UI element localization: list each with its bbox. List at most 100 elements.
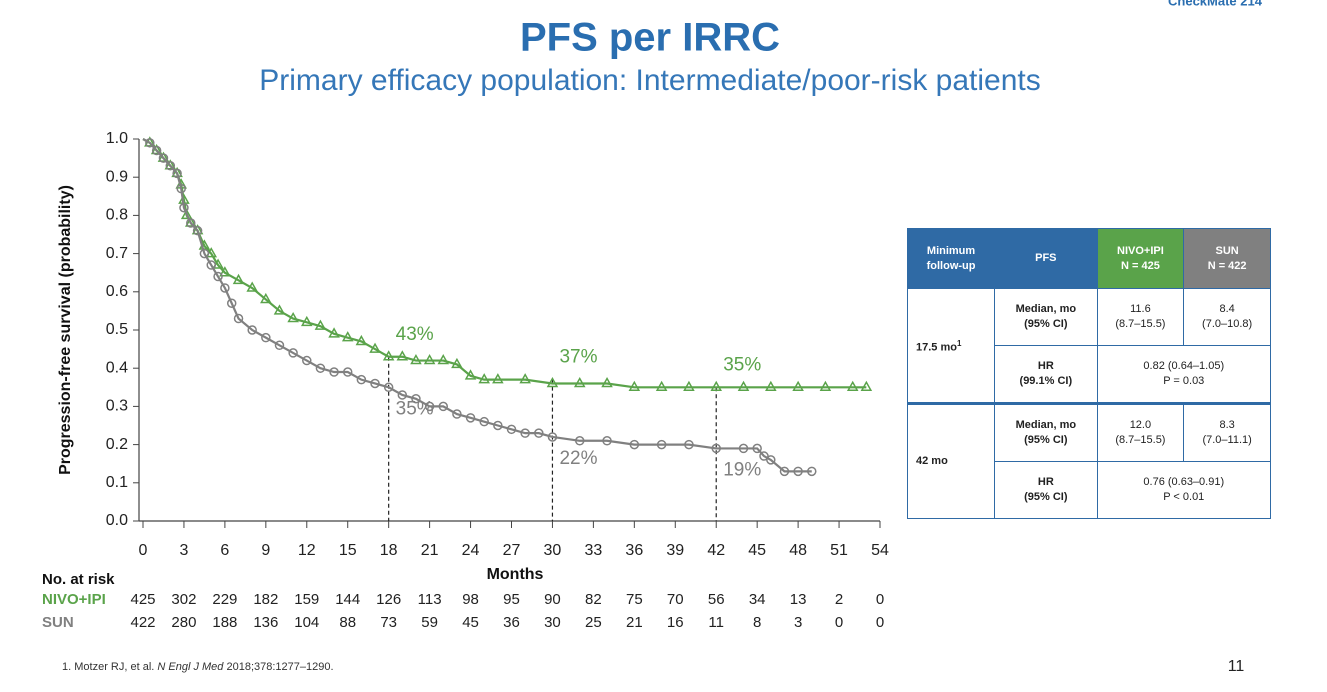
cell-line: PFS xyxy=(1035,252,1057,264)
header-cell: PFS xyxy=(994,228,1098,289)
risk-value: 70 xyxy=(667,591,684,608)
censor-mark xyxy=(492,373,504,384)
cell-line: P < 0.01 xyxy=(1163,491,1205,503)
censor-mark xyxy=(206,260,216,270)
censor-mark xyxy=(793,466,803,477)
censor-mark xyxy=(602,436,612,446)
censor-mark xyxy=(382,350,395,361)
censor-mark xyxy=(752,443,762,454)
risk-value: 136 xyxy=(253,614,278,631)
censor-mark xyxy=(765,380,777,392)
cell-line: (8.7–15.5) xyxy=(1115,318,1166,330)
table-row: 17.5 mo1 Median, mo (95% CI) 11.6 (8.7–15.5)… xyxy=(906,288,1271,404)
risk-value: 280 xyxy=(171,614,196,631)
censor-mark xyxy=(274,340,285,351)
censor-mark xyxy=(766,455,776,465)
risk-value: 104 xyxy=(294,614,319,631)
cell-line: (95% CI) xyxy=(1024,434,1068,446)
censor-mark xyxy=(465,413,476,423)
censor-mark xyxy=(424,401,435,412)
censor-mark xyxy=(410,354,422,365)
risk-value: 34 xyxy=(749,591,766,608)
cell-line: 0.76 (0.63–0.91) xyxy=(1143,476,1225,488)
censor-mark xyxy=(302,355,312,366)
censor-mark xyxy=(860,380,873,392)
cell-line: (99.1% CI) xyxy=(1019,375,1073,387)
censor-mark xyxy=(601,376,613,388)
censor-mark xyxy=(655,380,668,392)
censor-mark xyxy=(452,409,462,419)
censor-mark xyxy=(180,208,193,220)
y-tick-label: 0.2 xyxy=(106,436,128,453)
cell-line: NIVO+IPI xyxy=(1117,244,1164,257)
censor-mark xyxy=(464,369,477,380)
footnote-citation: 2018;378:1277–1290. xyxy=(226,661,333,673)
x-tick-label: 12 xyxy=(298,542,316,559)
censor-mark xyxy=(819,380,832,392)
cell-line: (95% CI) xyxy=(1024,318,1068,330)
row-label: HR (99.1% CI) xyxy=(994,345,1098,404)
corner-label: CheckMate 214 xyxy=(1168,0,1263,8)
cell-line: P = 0.03 xyxy=(1163,375,1205,387)
footnote: 1. Motzer RJ, et al. N Engl J Med 2018;3… xyxy=(62,661,334,673)
censor-mark xyxy=(411,394,421,404)
cell-line: (8.7–15.5) xyxy=(1115,434,1166,446)
censor-mark xyxy=(300,315,313,327)
censor-mark xyxy=(807,466,817,477)
censor-mark xyxy=(683,380,695,392)
censor-mark xyxy=(179,203,189,213)
landmark-label: 35% xyxy=(723,354,761,375)
censor-mark xyxy=(479,416,489,427)
censor-mark xyxy=(246,281,258,292)
x-tick-label: 48 xyxy=(789,542,807,559)
cell-line: (7.0–10.8) xyxy=(1202,318,1253,330)
x-tick-label: 3 xyxy=(179,542,188,559)
cell-line: 11.6 xyxy=(1130,303,1151,315)
cell-line: HR xyxy=(1037,360,1054,372)
risk-value: 98 xyxy=(462,591,479,608)
risk-value: 90 xyxy=(544,591,561,608)
risk-value: 73 xyxy=(380,614,397,631)
censor-mark xyxy=(220,283,230,293)
cell-line: N = 422 xyxy=(1207,259,1247,272)
cell-line: 0.82 (0.64–1.05) xyxy=(1143,360,1225,372)
cell-line: SUN xyxy=(1215,244,1239,257)
y-tick-label: 0.8 xyxy=(106,207,128,224)
risk-value: 8 xyxy=(753,614,761,631)
x-tick-label: 0 xyxy=(139,542,148,559)
censor-mark xyxy=(158,153,169,163)
x-tick-label: 15 xyxy=(339,542,357,559)
risk-value: 422 xyxy=(130,614,155,631)
censor-mark xyxy=(172,168,182,179)
censor-mark xyxy=(370,378,380,389)
x-tick-label: 6 xyxy=(220,542,229,559)
censor-mark xyxy=(451,357,463,369)
censor-mark xyxy=(520,428,530,438)
censor-mark xyxy=(711,443,721,454)
risk-value: 11 xyxy=(708,614,724,631)
value-cell: 0.76 (0.63–0.91) P < 0.01 xyxy=(1096,461,1272,519)
censor-mark xyxy=(184,216,197,227)
row-label: HR (95% CI) xyxy=(994,461,1098,519)
x-tick-label: 27 xyxy=(503,542,521,559)
risk-value: 113 xyxy=(418,591,442,608)
y-tick-label: 0.1 xyxy=(106,474,128,491)
cell-line: Minimum xyxy=(926,244,976,257)
cell-line: Median, mo xyxy=(1015,303,1077,315)
censor-mark xyxy=(287,312,299,323)
follow-up-cell: 42 mo xyxy=(906,402,996,519)
censor-mark xyxy=(437,354,450,365)
censor-mark xyxy=(738,443,749,454)
censor-mark xyxy=(328,327,340,338)
risk-value: 0 xyxy=(876,614,884,631)
censor-mark xyxy=(329,367,339,377)
censor-mark xyxy=(792,380,804,392)
risk-value: 425 xyxy=(130,591,155,608)
value-cell: 11.6 (8.7–15.5) xyxy=(1096,288,1185,346)
censor-mark xyxy=(355,334,368,346)
censor-mark xyxy=(759,451,769,461)
censor-mark xyxy=(247,325,257,335)
censor-mark xyxy=(438,401,449,412)
censor-mark xyxy=(493,420,503,431)
censor-mark xyxy=(341,331,354,342)
